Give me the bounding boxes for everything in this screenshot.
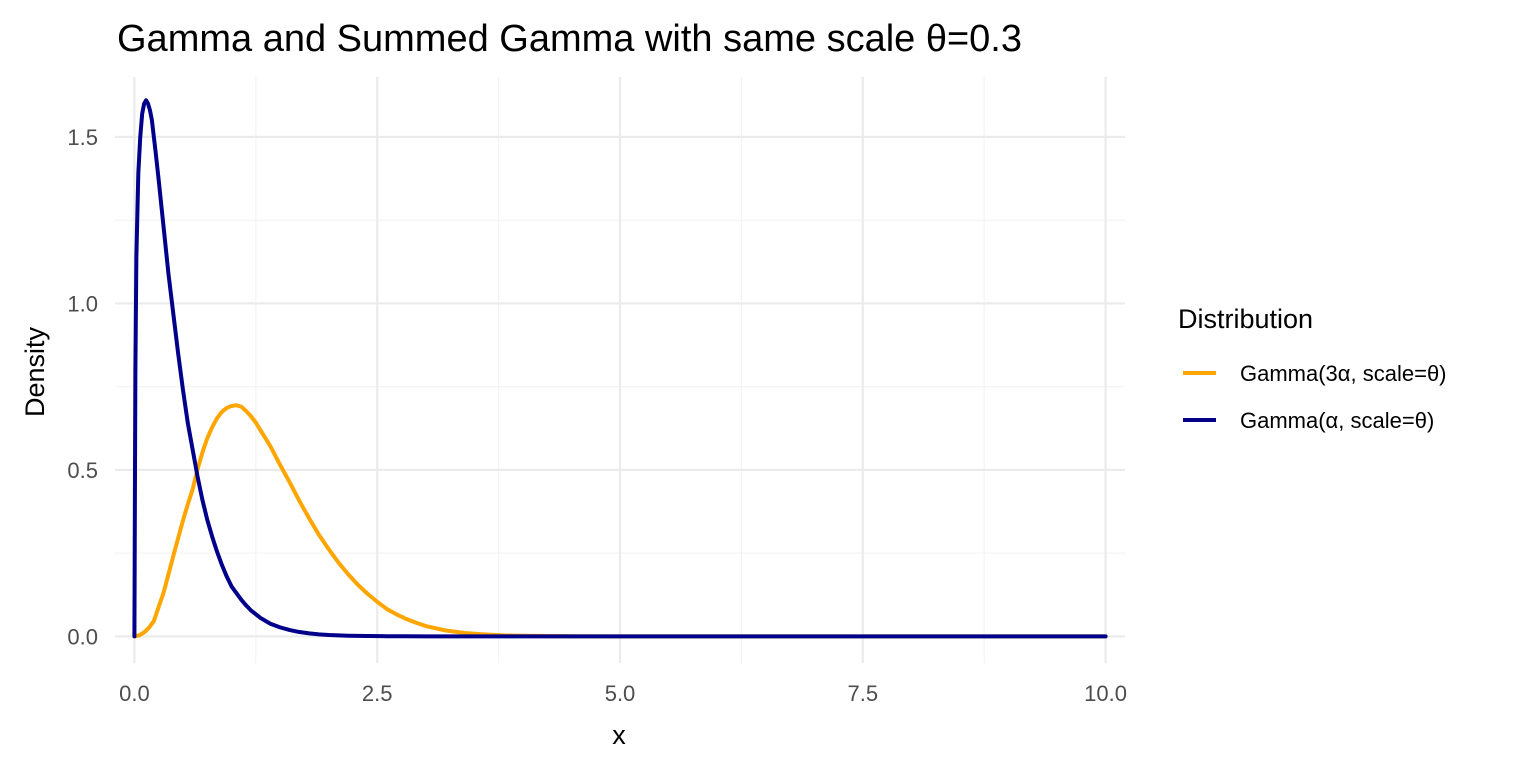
grid-major-layer (115, 77, 1125, 663)
x-tick-label-2: 5.0 (605, 681, 636, 706)
x-tick-label-4: 10.0 (1084, 681, 1127, 706)
x-tick-label-0: 0.0 (119, 681, 150, 706)
series-layer (132, 98, 1108, 639)
y-tick-label-0: 0.0 (67, 624, 98, 649)
x-axis-title: x (612, 720, 626, 750)
y-axis-title: Density (20, 326, 50, 417)
series-line-0 (132, 403, 1108, 639)
x-tick-labels: 0.0 2.5 5.0 7.5 10.0 (119, 681, 1127, 706)
x-tick-label-3: 7.5 (847, 681, 878, 706)
legend-title: Distribution (1178, 304, 1313, 334)
y-tick-labels: 0.0 0.5 1.0 1.5 (67, 125, 98, 649)
y-tick-label-1: 0.5 (67, 458, 98, 483)
y-tick-label-2: 1.0 (67, 291, 98, 316)
legend-label-0: Gamma(3α, scale=θ) (1240, 361, 1447, 386)
legend: Distribution Gamma(3α, scale=θ) Gamma(α, … (1178, 304, 1447, 433)
chart-title: Gamma and Summed Gamma with same scale θ… (117, 18, 1022, 60)
y-tick-label-3: 1.5 (67, 125, 98, 150)
series-line-1 (132, 98, 1108, 639)
x-tick-label-1: 2.5 (362, 681, 393, 706)
legend-label-1: Gamma(α, scale=θ) (1240, 408, 1434, 433)
